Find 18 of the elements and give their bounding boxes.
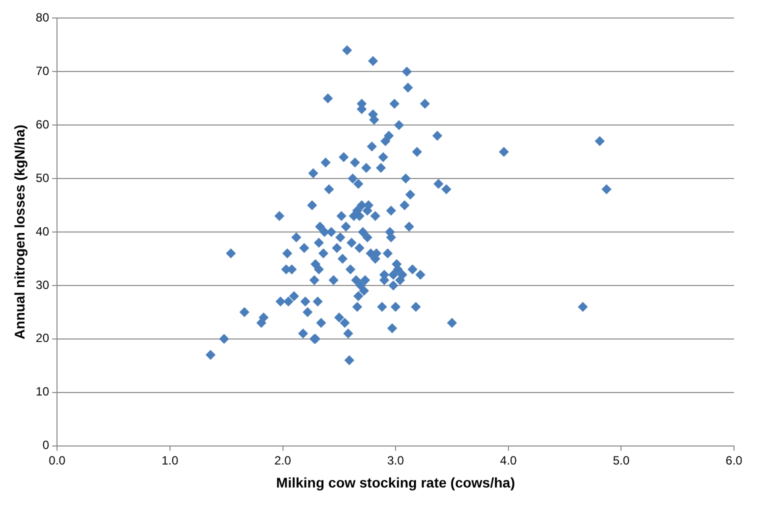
x-tick-label: 2.0: [274, 453, 292, 468]
x-tick-label: 3.0: [387, 453, 404, 468]
y-tick-label: 10: [36, 384, 50, 399]
y-tick-label: 30: [36, 278, 50, 292]
x-tick-label: 5.0: [612, 453, 630, 468]
y-tick-label: 0: [42, 438, 50, 452]
y-axis-title: Annual nitrogen losses (kgN/ha): [11, 124, 28, 340]
y-tick-label: 50: [36, 170, 50, 185]
y-tick-label: 70: [36, 64, 50, 78]
x-tick-label: 1.0: [162, 453, 179, 468]
y-tick-label: 40: [36, 224, 50, 238]
x-axis-title: Milking cow stocking rate (cows/ha): [276, 474, 515, 490]
x-tick-label: 4.0: [500, 453, 518, 468]
x-tick-label: 0.0: [48, 453, 66, 468]
y-tick-label: 20: [36, 331, 50, 346]
x-tick-label: 6.0: [726, 453, 743, 468]
y-tick-label: 80: [36, 10, 50, 25]
y-tick-label: 60: [36, 117, 50, 132]
